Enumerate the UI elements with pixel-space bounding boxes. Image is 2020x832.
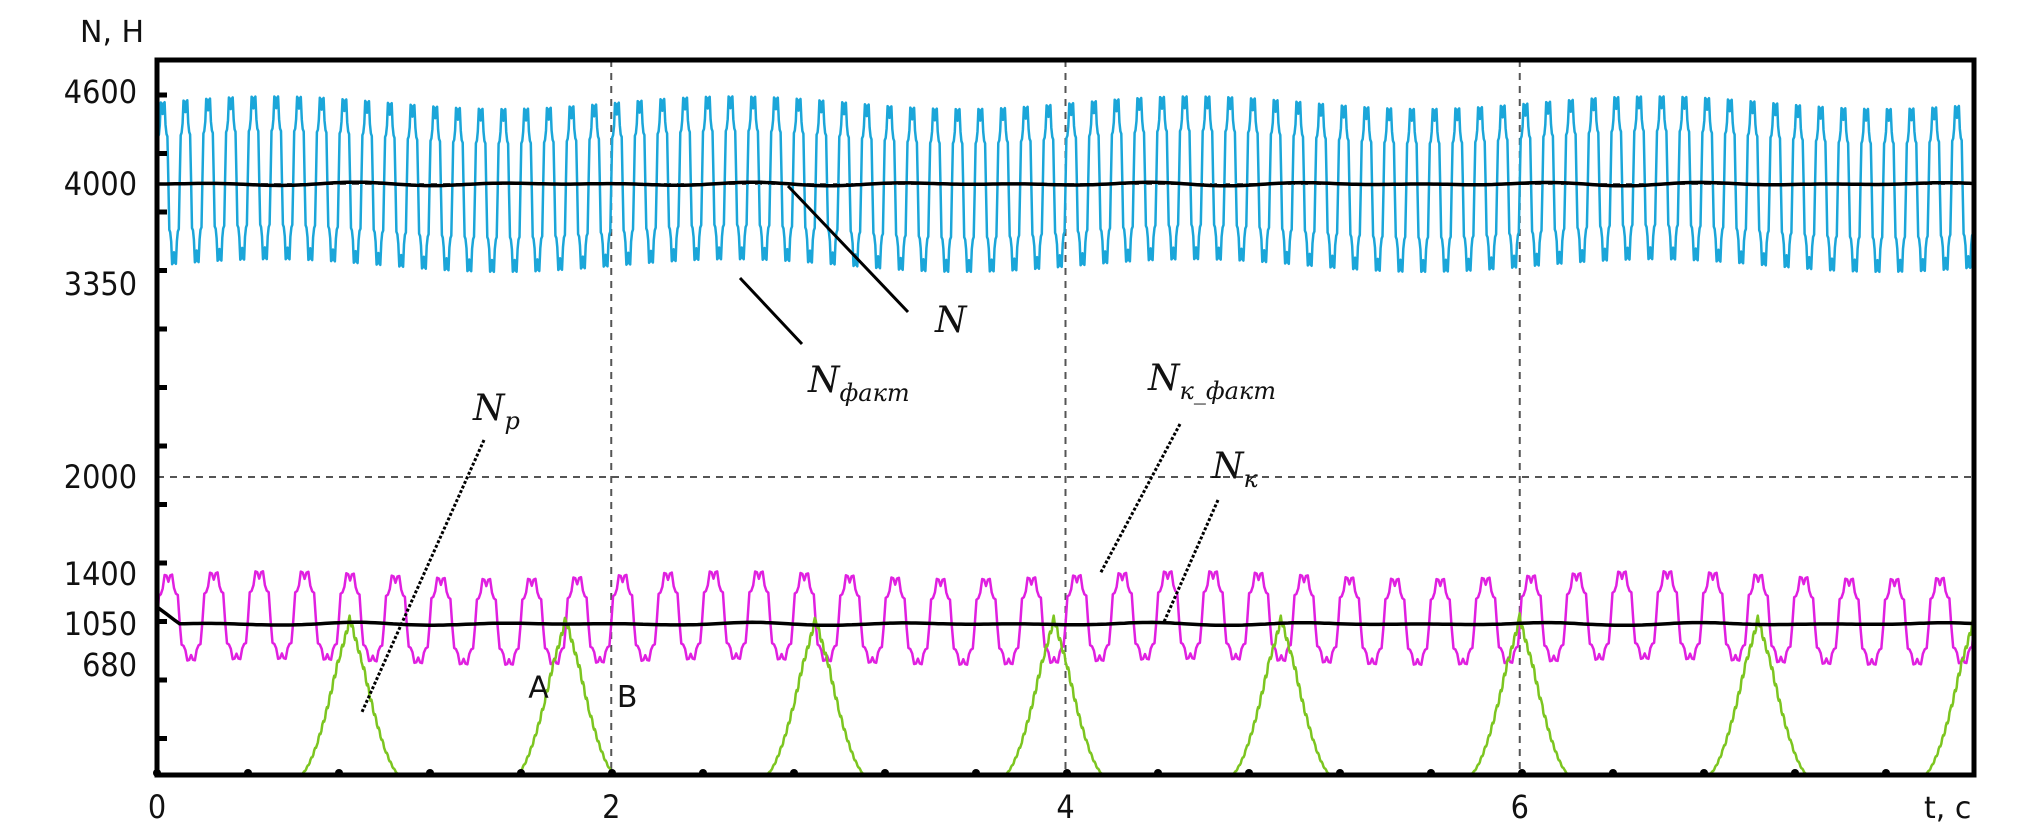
- y-tick-label: 1050: [64, 605, 137, 643]
- annotation-A: A: [528, 670, 549, 705]
- x-minor-tick: [517, 769, 525, 777]
- x-minor-tick: [1336, 769, 1344, 777]
- x-minor-tick: [1791, 769, 1799, 777]
- x-minor-tick: [1245, 769, 1253, 777]
- x-minor-tick: [881, 769, 889, 777]
- leader-line-2: [1098, 423, 1182, 575]
- series-label-0: N: [934, 300, 968, 341]
- x-minor-tick: [1154, 769, 1162, 777]
- x-minor-tick: [790, 769, 798, 777]
- y-axis-label: N, H: [80, 15, 144, 50]
- y-tick-label: 4600: [64, 73, 137, 111]
- y-tick-label: 3350: [64, 265, 137, 303]
- x-minor-tick: [426, 769, 434, 777]
- series-label-2: Nк_факт: [1147, 358, 1276, 405]
- leader-line-4: [360, 439, 486, 713]
- x-minor-tick: [699, 769, 707, 777]
- ticks: [153, 92, 1890, 777]
- x-tick-label: 0: [148, 788, 166, 826]
- x-minor-tick: [1427, 769, 1435, 777]
- series-label-3: Nк: [1211, 446, 1259, 493]
- series-line-3: [155, 605, 1975, 628]
- x-minor-tick: [153, 769, 161, 777]
- x-minor-tick: [1882, 769, 1890, 777]
- x-tick-label: 6: [1511, 788, 1529, 826]
- x-minor-tick: [972, 769, 980, 777]
- x-tick-label: 2: [602, 788, 620, 826]
- x-minor-tick: [608, 769, 616, 777]
- x-minor-tick: [1609, 769, 1617, 777]
- y-tick-label: 680: [82, 646, 137, 684]
- series-label-4: Np: [472, 388, 520, 435]
- x-minor-tick: [1518, 769, 1526, 777]
- leader-line-0: [786, 184, 910, 314]
- annotation-B: B: [617, 680, 638, 715]
- y-tick-label: 1400: [64, 555, 137, 593]
- x-minor-tick: [244, 769, 252, 777]
- leaders: [360, 184, 1220, 713]
- y-tick-label: 4000: [64, 165, 137, 203]
- leader-line-1: [738, 276, 804, 346]
- leader-line-3: [1162, 499, 1220, 623]
- x-tick-label: 4: [1056, 788, 1074, 826]
- series-line-0: [157, 180, 1975, 188]
- y-tick-label: 2000: [64, 458, 137, 496]
- x-minor-tick: [1700, 769, 1708, 777]
- x-minor-tick: [1063, 769, 1071, 777]
- series-label-1: Nфакт: [807, 360, 910, 407]
- x-minor-tick: [335, 769, 343, 777]
- x-axis-label: t, c: [1924, 791, 1971, 826]
